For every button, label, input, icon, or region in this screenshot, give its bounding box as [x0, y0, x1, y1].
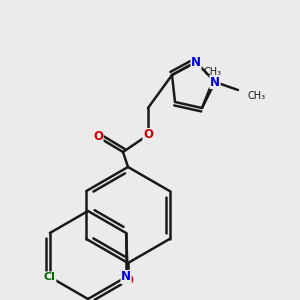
Text: O: O: [93, 130, 103, 143]
Text: N: N: [210, 76, 220, 88]
Text: N: N: [191, 56, 201, 68]
Text: O: O: [143, 128, 153, 142]
Text: CH₃: CH₃: [248, 91, 266, 101]
Text: N: N: [121, 271, 131, 284]
Text: CH₃: CH₃: [204, 67, 222, 77]
Text: Cl: Cl: [44, 272, 56, 282]
Text: O: O: [123, 274, 133, 287]
